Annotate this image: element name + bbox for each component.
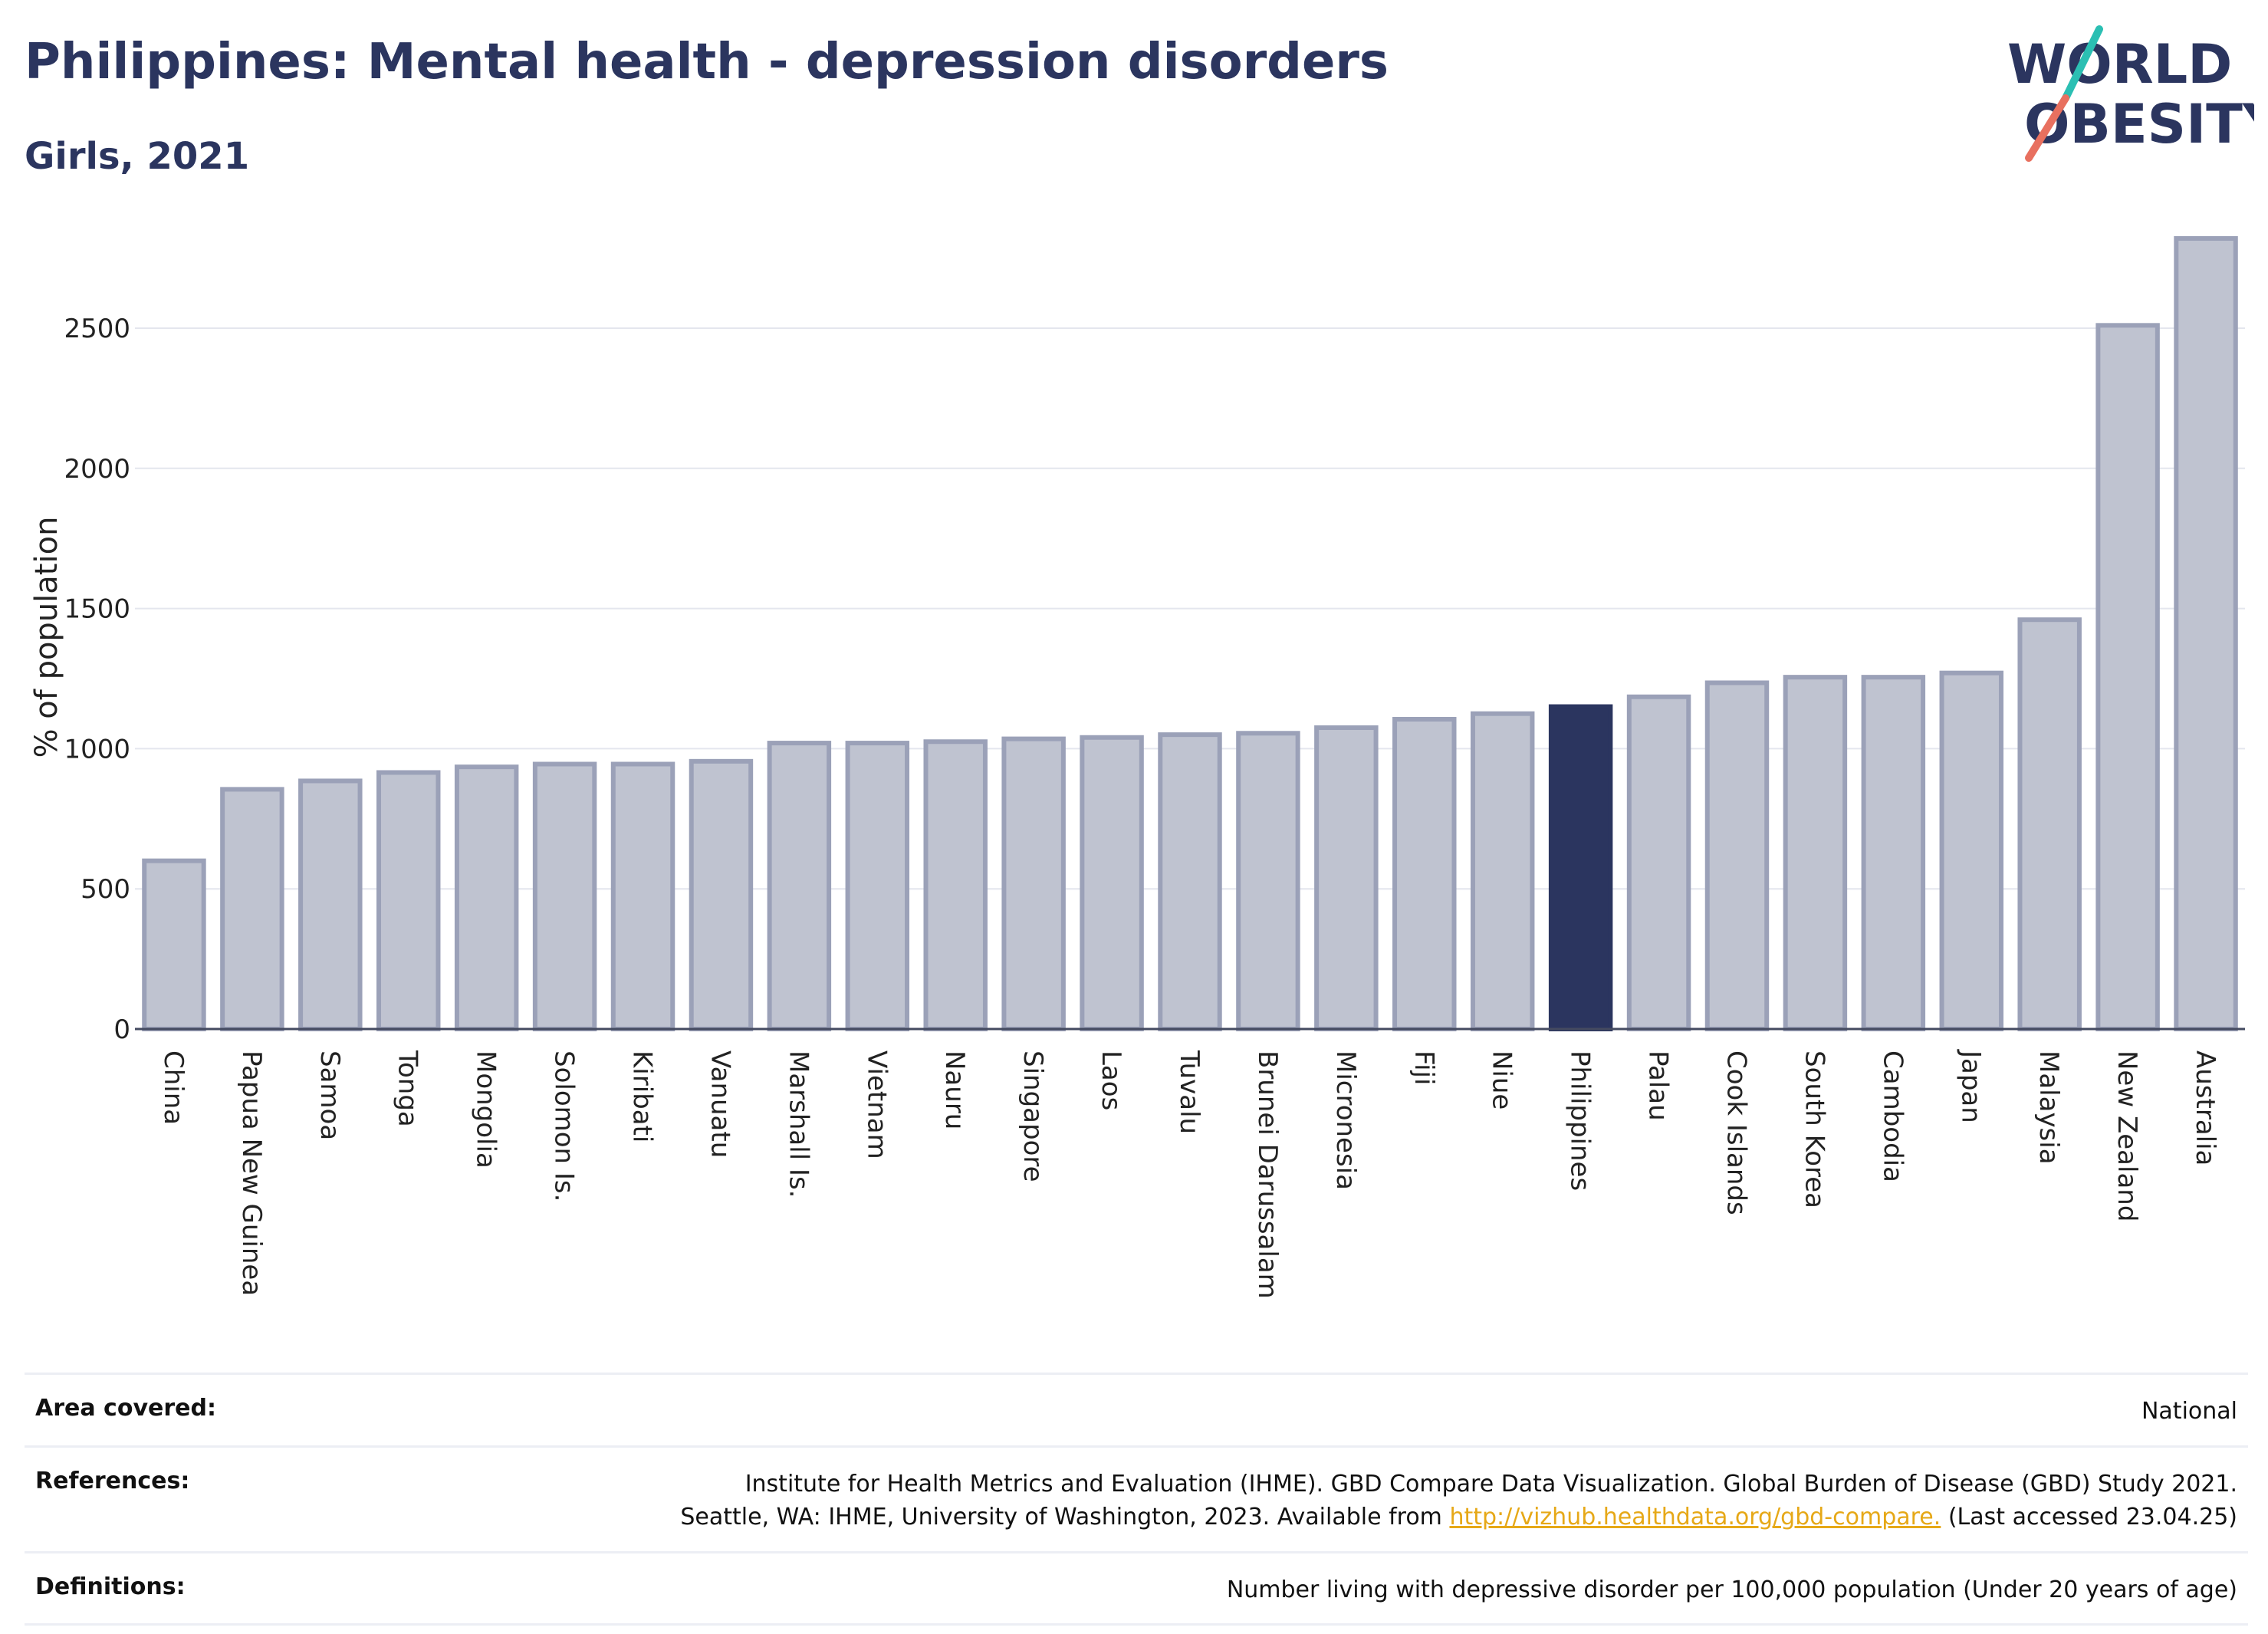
references-row: References: Institute for Health Metrics…: [25, 1445, 2248, 1551]
bar-china[interactable]: [142, 858, 206, 1032]
area-covered-label: Area covered:: [35, 1395, 216, 1422]
x-tick-label: Brunei Darussalam: [1252, 1050, 1283, 1299]
x-tick-label: Niue: [1487, 1050, 1517, 1110]
x-tick-label: Malaysia: [2033, 1050, 2064, 1165]
x-tick-label: Vietnam: [861, 1050, 892, 1159]
x-tick-label: Mongolia: [471, 1050, 501, 1169]
chart-title: Philippines: Mental health - depression …: [25, 34, 1389, 90]
y-tick-label: 2000: [64, 454, 130, 485]
bar-niue[interactable]: [1470, 711, 1535, 1031]
bar-tonga[interactable]: [376, 770, 441, 1031]
bar-australia[interactable]: [2174, 235, 2238, 1032]
definitions-value: Number living with depressive disorder p…: [1226, 1576, 2237, 1603]
references-line1: Institute for Health Metrics and Evaluat…: [744, 1470, 2237, 1498]
bar-cambodia[interactable]: [1861, 675, 1926, 1031]
definitions-label: Definitions:: [35, 1573, 186, 1600]
bar-laos[interactable]: [1080, 735, 1144, 1031]
bar-vietnam[interactable]: [845, 741, 910, 1031]
bar-japan[interactable]: [1939, 670, 2003, 1031]
x-tick-label: Nauru: [939, 1050, 970, 1129]
x-tick-label: Palau: [1643, 1050, 1674, 1121]
bar-tuvalu[interactable]: [1158, 732, 1222, 1032]
x-tick-label: Tonga: [393, 1050, 423, 1127]
x-tick-label: Marshall Is.: [783, 1050, 814, 1198]
bar-philippines[interactable]: [1548, 704, 1613, 1032]
x-tick-label: Tuvalu: [1174, 1050, 1205, 1134]
info-table: Area covered: National References: Insti…: [25, 1373, 2248, 1626]
bar-chart-svg: 0 500 1000 1500 2000 2500 China Papua New Guin…: [29, 235, 2245, 1299]
x-tick-label: Laos: [1096, 1050, 1126, 1110]
category-labels: China Papua New Guinea Samoa Tonga Mongolia S…: [158, 1049, 2220, 1299]
y-tick-label: 500: [81, 874, 130, 905]
bar-solomon-is[interactable]: [532, 761, 597, 1031]
bar-fiji[interactable]: [1392, 716, 1457, 1032]
bar-singapore[interactable]: [1001, 736, 1066, 1031]
x-tick-label: Kiribati: [627, 1050, 658, 1142]
x-tick-label: Micronesia: [1330, 1050, 1361, 1190]
x-tick-label: South Korea: [1799, 1050, 1829, 1208]
bar-brunei-darussalam[interactable]: [1236, 731, 1300, 1032]
bar-chart: 0 500 1000 1500 2000 2500 China Papua New Guin…: [29, 235, 2245, 1299]
x-tick-label: Papua New Guinea: [236, 1050, 267, 1296]
references-link[interactable]: http://vizhub.healthdata.org/gbd-compare…: [1449, 1504, 1941, 1530]
bar-mongolia[interactable]: [454, 764, 519, 1031]
x-tick-label: Samoa: [314, 1050, 345, 1140]
x-tick-label: Fiji: [1408, 1050, 1439, 1085]
bar-papua-new-guinea[interactable]: [220, 787, 284, 1032]
bars: [142, 235, 2238, 1032]
bar-vanuatu[interactable]: [689, 758, 754, 1032]
bar-malaysia[interactable]: [2017, 617, 2082, 1031]
x-tick-label: Philippines: [1565, 1050, 1596, 1191]
bar-cook-islands[interactable]: [1704, 680, 1770, 1031]
area-covered-value: National: [2141, 1398, 2237, 1425]
references-label: References:: [35, 1467, 190, 1494]
x-tick-label: Cook Islands: [1721, 1050, 1751, 1215]
x-tick-label: Vanuatu: [705, 1050, 735, 1158]
bar-samoa[interactable]: [298, 778, 363, 1031]
y-tick-label: 1000: [64, 734, 130, 764]
references-value: Institute for Health Metrics and Evaluat…: [680, 1468, 2237, 1534]
y-tick-label: 0: [113, 1014, 130, 1045]
world-obesity-logo: WORLD OBESITY: [2001, 21, 2268, 167]
x-tick-label: Australia: [2190, 1050, 2220, 1165]
bar-south-korea[interactable]: [1783, 675, 1848, 1031]
references-line2-post: (Last accessed 23.04.25): [1941, 1504, 2237, 1530]
bar-palau[interactable]: [1626, 694, 1691, 1031]
area-covered-row: Area covered: National: [25, 1373, 2248, 1445]
x-tick-label: Singapore: [1017, 1050, 1048, 1182]
bar-nauru[interactable]: [923, 739, 988, 1031]
definitions-row: Definitions: Number living with depressi…: [25, 1550, 2248, 1626]
references-line2-pre: Seattle, WA: IHME, University of Washing…: [680, 1504, 1450, 1530]
logo-slash-top: [2062, 25, 2103, 102]
x-tick-label: Solomon Is.: [549, 1050, 580, 1202]
y-axis-title: % of population: [29, 517, 64, 758]
bar-kiribati[interactable]: [610, 761, 675, 1031]
bar-marshall-is[interactable]: [767, 741, 832, 1031]
axes: 0 500 1000 1500 2000 2500: [64, 314, 2245, 1045]
bar-new-zealand[interactable]: [2095, 323, 2160, 1031]
x-tick-label: Japan: [1955, 1049, 1986, 1123]
logo-slash-bottom: [2025, 94, 2069, 162]
x-tick-label: China: [158, 1050, 189, 1125]
x-tick-label: New Zealand: [2112, 1050, 2142, 1221]
x-tick-label: Cambodia: [1877, 1050, 1908, 1182]
chart-subtitle: Girls, 2021: [25, 135, 250, 178]
y-tick-label: 2500: [64, 314, 130, 344]
logo-graphic: WORLD OBESITY: [2007, 25, 2268, 162]
bar-micronesia[interactable]: [1314, 725, 1379, 1031]
y-tick-label: 1500: [64, 594, 130, 625]
logo-text-world: WORLD: [2007, 33, 2232, 96]
